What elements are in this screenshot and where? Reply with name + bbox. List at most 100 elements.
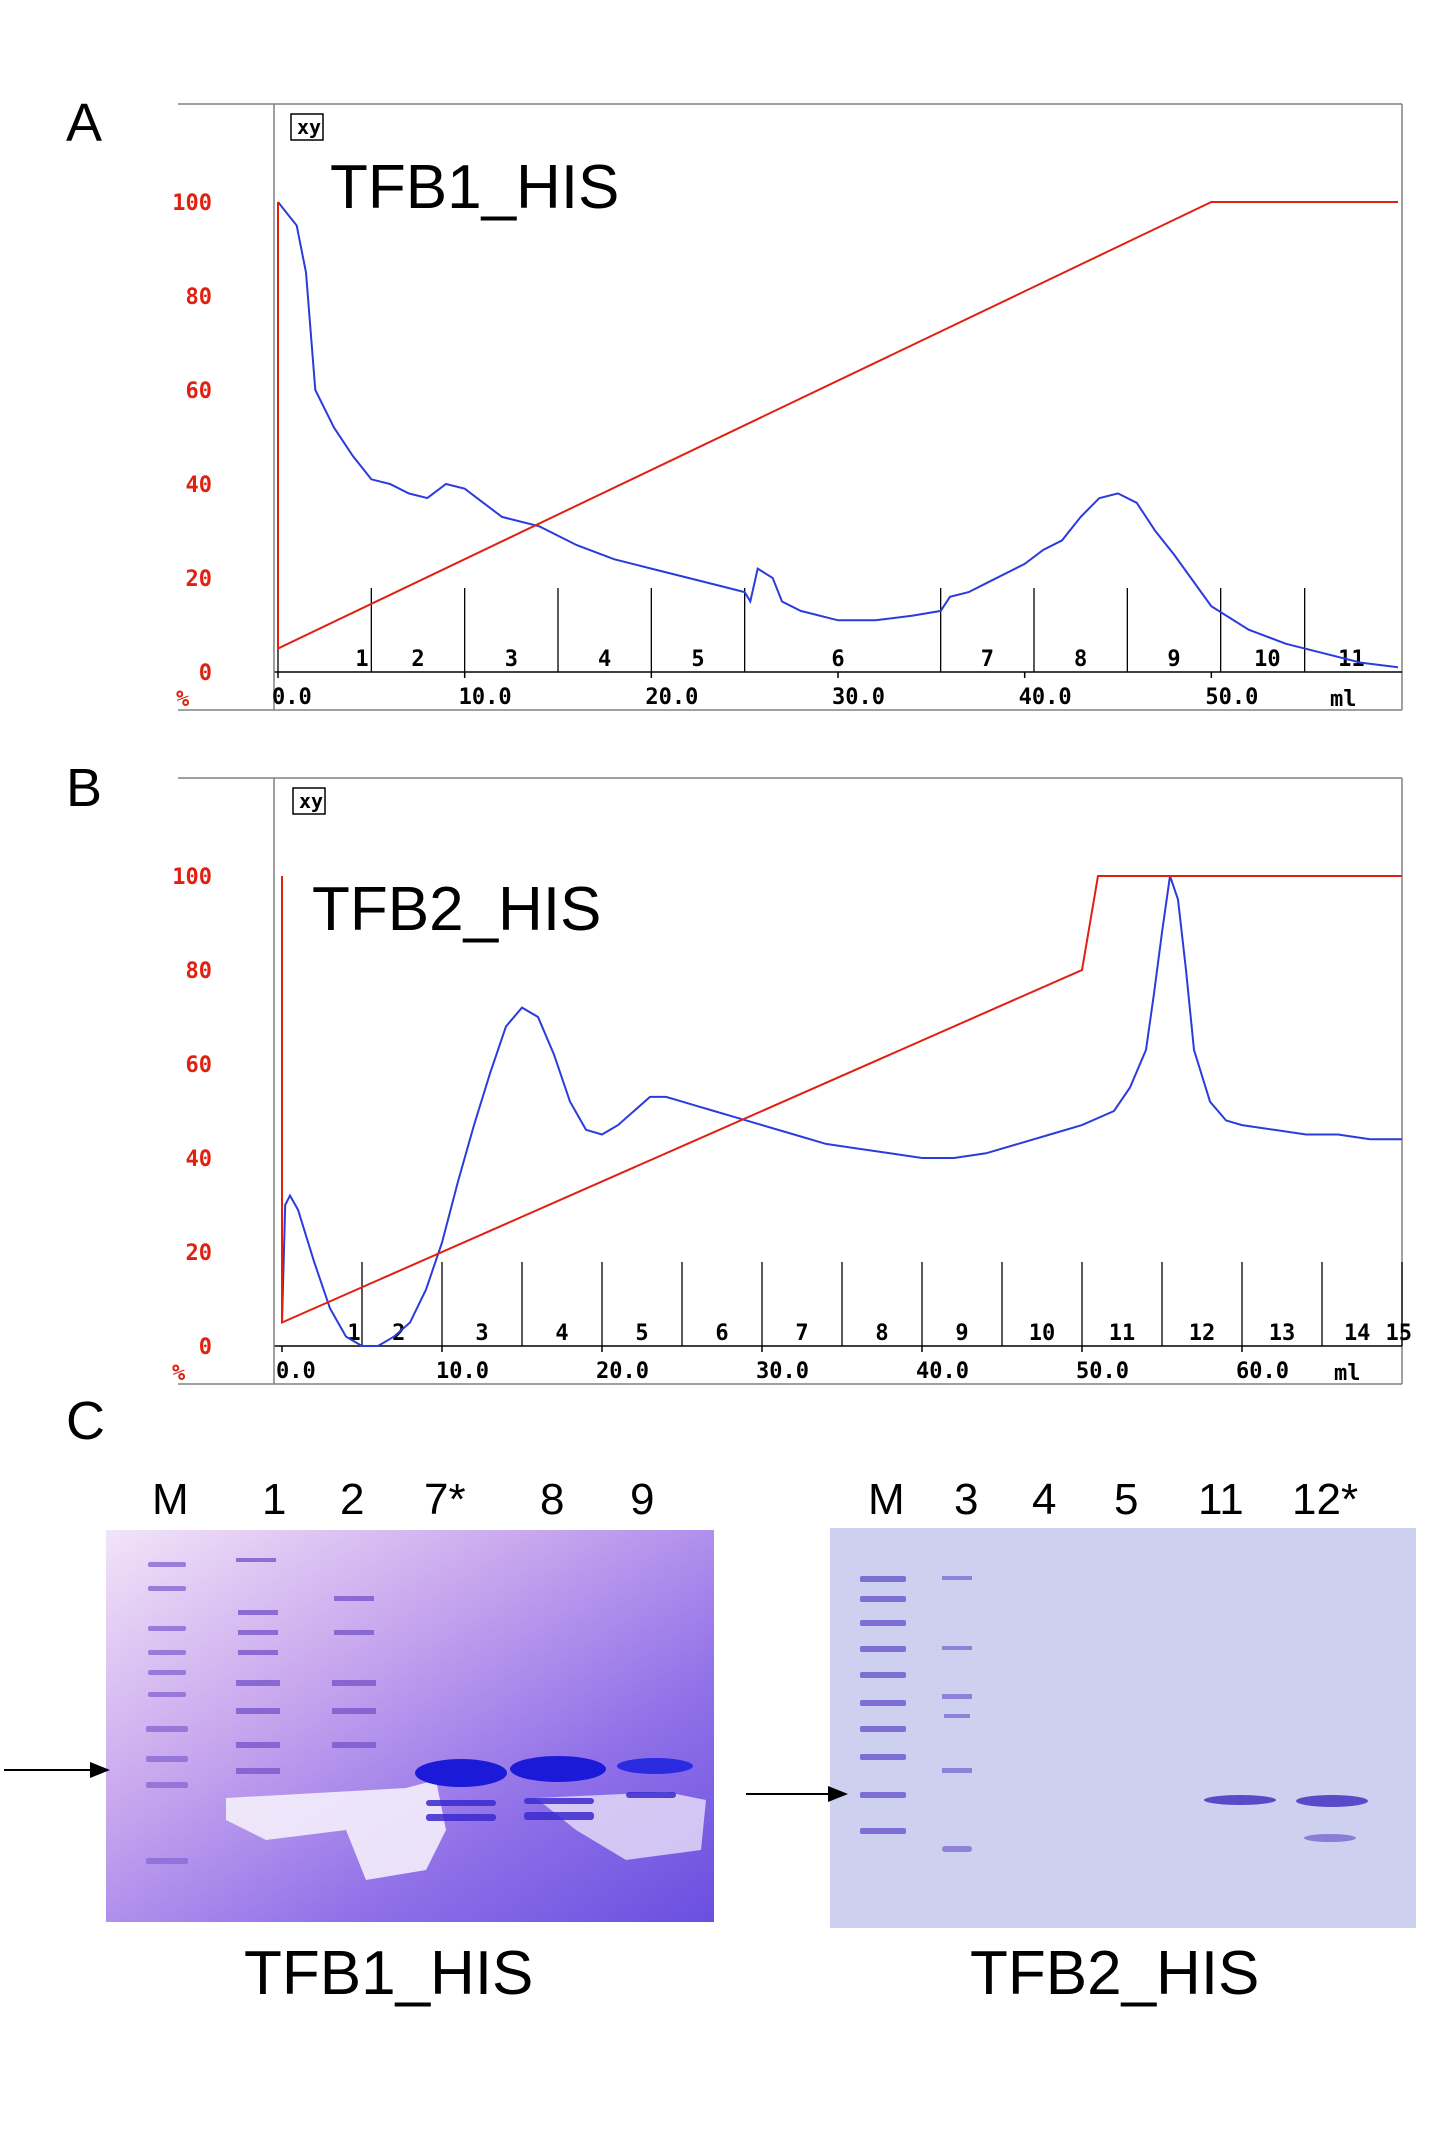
chart-a-xtick-2: 20.0 — [645, 685, 698, 710]
chart-a-fraction-label-1: 1 — [355, 647, 368, 672]
gel-1-smear — [226, 1780, 446, 1880]
chart-b-fraction-label-10: 10 — [1029, 1321, 1056, 1346]
chart-b-fraction-label-13: 13 — [1269, 1321, 1296, 1346]
chart-a-xtick-3: 30.0 — [832, 685, 885, 710]
chart-b-ytick-0: 0 — [199, 1335, 212, 1360]
gel-2-lane-label: 3 — [954, 1475, 979, 1524]
chart-b-fraction-label-7: 7 — [795, 1321, 808, 1346]
chart-b-series-0-line — [281, 875, 1402, 1347]
chart-a-fraction-label-8: 8 — [1074, 647, 1087, 672]
panel-label-b: B — [66, 758, 103, 818]
chart-a-xtick-0: 0.0 — [272, 685, 312, 710]
chart-a-fraction-label-9: 9 — [1167, 647, 1180, 672]
chart-b-xy-box — [292, 787, 326, 815]
gel-1-lane-label: 1 — [262, 1475, 287, 1524]
chart-a-xy-box — [290, 113, 324, 141]
gel-1-lane-9-band — [617, 1758, 693, 1774]
chart-b-xtick-5: 50.0 — [1076, 1359, 1129, 1384]
chart-a-ytick-100: 100 — [172, 191, 212, 216]
chart-a-fraction-label-4: 4 — [598, 647, 611, 672]
chart-b-xtick-4: 40.0 — [916, 1359, 969, 1384]
chart-b-fraction-label-15: 15 — [1386, 1321, 1413, 1346]
gel-1-arrow-icon — [4, 1762, 110, 1778]
chart-a-y-unit: % — [176, 687, 190, 712]
gel-2-lane-label: 5 — [1114, 1475, 1139, 1524]
chart-a-ytick-20: 20 — [186, 567, 213, 592]
chart-a-series-0-line — [277, 201, 1399, 669]
chart-a-fraction-label-2: 2 — [411, 647, 424, 672]
chart-a-fraction-label-3: 3 — [505, 647, 518, 672]
gel-1-lane-label: 8 — [540, 1475, 565, 1524]
chart-b-ytick-100: 100 — [172, 865, 212, 890]
gel-1-lane-label: M — [152, 1475, 189, 1524]
chart-a-ytick-80: 80 — [186, 285, 213, 310]
gel-1-lane-label: 9 — [630, 1475, 655, 1524]
chart-a-fraction-label-6: 6 — [831, 647, 844, 672]
gel-1-lane-8-band — [510, 1756, 606, 1782]
gel-2-lane-label: M — [868, 1475, 905, 1524]
gel-1-title: TFB1_HIS — [244, 1939, 534, 2008]
chart-b-y-unit: % — [172, 1361, 186, 1386]
chart-b-xtick-2: 20.0 — [596, 1359, 649, 1384]
chart-b-ytick-80: 80 — [186, 959, 213, 984]
chart-b-fraction-label-3: 3 — [475, 1321, 488, 1346]
chart-a-xtick-1: 10.0 — [459, 685, 512, 710]
chart-b-svg: xy TFB2_HIS % ml 0 20 40 60 80 100 0.0 10.0 20.0… — [172, 777, 1413, 1386]
gel-2-arrow-icon — [746, 1786, 848, 1802]
chart-a-ytick-0: 0 — [199, 661, 212, 686]
chart-a-ytick-60: 60 — [186, 379, 213, 404]
chart-a-xtick-4: 40.0 — [1019, 685, 1072, 710]
chart-a: xy TFB1_HIS % ml 0 20 40 60 80 100 0.0 10.0 20.0… — [0, 0, 1455, 720]
gel-2-lane-12-lower-band — [1304, 1834, 1356, 1842]
chart-a-fraction-label-5: 5 — [691, 647, 704, 672]
chart-a-svg: xy TFB1_HIS % ml 0 20 40 60 80 100 0.0 10.0 20.0… — [172, 103, 1403, 712]
gel-2-lane-11-band — [1204, 1795, 1276, 1805]
chart-a-x-unit: ml — [1330, 687, 1357, 712]
gel-2-lane-label: 4 — [1032, 1475, 1057, 1524]
gel-2-lane-label: 11 — [1198, 1475, 1244, 1524]
chart-a-ytick-40: 40 — [186, 473, 213, 498]
chart-b-title: TFB2_HIS — [312, 875, 601, 944]
chart-b-fraction-label-8: 8 — [875, 1321, 888, 1346]
gel-2-title: TFB2_HIS — [970, 1939, 1260, 2008]
chart-b-xtick-0: 0.0 — [276, 1359, 316, 1384]
gel-1-marker-bands — [146, 1562, 188, 1864]
gel-1-lane-label: 2 — [340, 1475, 365, 1524]
panel-label-c: C — [66, 1391, 105, 1451]
chart-b-xtick-3: 30.0 — [756, 1359, 809, 1384]
gel-1-lane-7-band — [415, 1759, 507, 1787]
gel-2-lane-3-bands — [942, 1576, 972, 1852]
gel-2-image — [830, 1528, 1416, 1928]
chart-b-fraction-label-12: 12 — [1189, 1321, 1216, 1346]
gel-2-lane-12-band — [1296, 1795, 1368, 1807]
chart-b: xy TFB2_HIS % ml 0 20 40 60 80 100 0.0 10.0 20.0… — [0, 760, 1455, 1400]
gel-1-image — [106, 1530, 714, 1922]
chart-b-fraction-label-9: 9 — [955, 1321, 968, 1346]
chart-b-xy-label: xy — [299, 789, 323, 813]
chart-b-xtick-1: 10.0 — [436, 1359, 489, 1384]
gel-1-lane-label: 7* — [424, 1475, 466, 1524]
chart-b-fraction-label-4: 4 — [555, 1321, 568, 1346]
chart-b-xtick-6: 60.0 — [1236, 1359, 1289, 1384]
chart-b-fraction-label-6: 6 — [715, 1321, 728, 1346]
chart-b-x-unit: ml — [1334, 1361, 1361, 1386]
gel-1-lane-2-bands — [332, 1596, 376, 1748]
chart-b-ytick-60: 60 — [186, 1053, 213, 1078]
chart-b-fraction-label-14: 14 — [1344, 1321, 1371, 1346]
chart-b-series-1-line — [281, 875, 1402, 1325]
gel-2-marker-bands — [860, 1576, 906, 1834]
gel-2-lane-label: 12* — [1292, 1475, 1359, 1524]
chart-a-fraction-label-10: 10 — [1254, 647, 1281, 672]
gel-1-lane-1-bands — [236, 1558, 280, 1774]
chart-a-xtick-5: 50.0 — [1205, 685, 1258, 710]
chart-a-xy-label: xy — [297, 115, 321, 139]
chart-a-title: TFB1_HIS — [330, 153, 619, 222]
chart-b-ytick-20: 20 — [186, 1241, 213, 1266]
gel-1-smear-right — [536, 1792, 706, 1860]
chart-a-series-1-line — [277, 201, 1398, 651]
gel-1-lower-bands — [426, 1792, 676, 1821]
panel-label-a: A — [66, 93, 103, 153]
chart-b-fraction-label-11: 11 — [1109, 1321, 1136, 1346]
chart-b-ytick-40: 40 — [186, 1147, 213, 1172]
chart-a-fraction-label-7: 7 — [981, 647, 994, 672]
